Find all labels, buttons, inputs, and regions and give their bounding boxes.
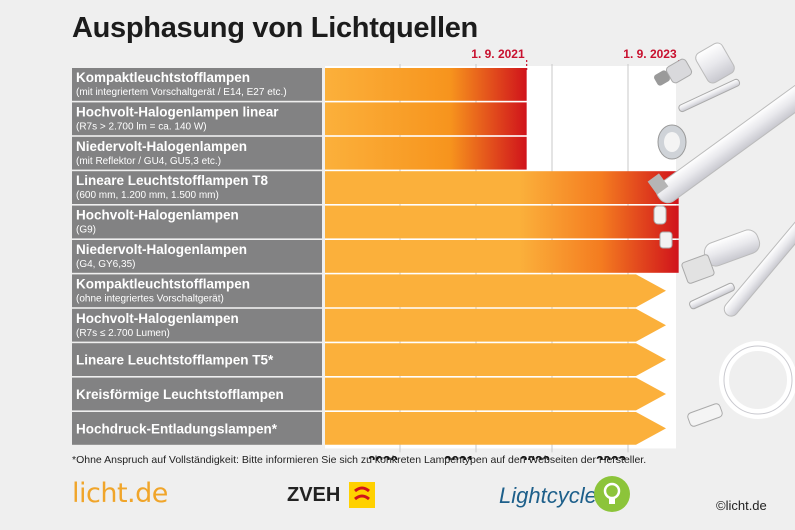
lamp-illustrations xyxy=(647,42,795,427)
zveh-mark-icon xyxy=(349,482,375,508)
lightbulb-icon xyxy=(594,476,630,512)
g4-lamp-icon xyxy=(659,231,673,249)
row-subtitle: (G4, GY6,35) xyxy=(76,259,135,270)
row-label-box xyxy=(72,136,322,170)
phase-bar-continuing xyxy=(325,412,666,445)
row-name: Hochvolt-Halogenlampen linear xyxy=(76,104,279,119)
row-label-box xyxy=(72,171,322,204)
r7s-lamp-icon xyxy=(689,282,735,310)
row-subtitle: (mit Reflektor / GU4, GU5,3 etc.) xyxy=(76,156,221,167)
zveh-logo: ZVEH xyxy=(287,484,341,506)
phase-bar-continuing xyxy=(325,377,666,411)
row-label-box xyxy=(72,343,322,376)
linear-halogen-lamp-icon xyxy=(678,78,741,113)
row-label-box xyxy=(72,377,322,411)
row-subtitle: (ohne integriertes Vorschaltgerät) xyxy=(76,293,224,304)
x-tick-label: 2021 xyxy=(444,453,475,460)
copyright: ©licht.de xyxy=(716,498,767,513)
row-subtitle: (mit integriertem Vorschaltgerät / E14, … xyxy=(76,87,287,98)
page-title: Ausphasung von Lichtquellen xyxy=(72,12,478,44)
row-label-box xyxy=(72,274,322,308)
x-tick-label: 2023 xyxy=(596,453,627,460)
phase-bar-continuing xyxy=(325,343,666,376)
phase-bar-ending xyxy=(325,240,679,273)
row-label-box xyxy=(72,68,322,101)
row-subtitle: (R7s ≤ 2.700 Lumen) xyxy=(76,328,170,339)
t8-tube-icon xyxy=(647,74,795,204)
phase-bar-continuing xyxy=(325,308,666,342)
reflector-halogen-lamp-icon xyxy=(657,124,687,160)
lightcycle-logo: Lightcycle xyxy=(499,483,597,508)
circular-fluorescent-lamp-icon xyxy=(719,341,795,419)
row-name: Kompaktleuchtstofflampen xyxy=(76,276,250,291)
marker-label: 1. 9. 2023 xyxy=(623,47,677,61)
row-subtitle: (600 mm, 1.200 mm, 1.500 mm) xyxy=(76,190,219,201)
phase-bar-ending xyxy=(325,171,679,204)
row-name: Niedervolt-Halogenlampen xyxy=(76,139,247,154)
row-name: Hochdruck-Entladungslampen* xyxy=(76,421,278,436)
row-name: Kreisförmige Leuchtstofflampen xyxy=(76,387,284,402)
hid-lamp-icon xyxy=(687,403,723,427)
licht-de-logo: licht.de xyxy=(72,478,168,509)
row-label-box xyxy=(72,102,322,136)
phase-bar-ending xyxy=(325,68,527,101)
t5-tube-icon xyxy=(723,197,795,317)
phase-bar-ending xyxy=(325,205,679,239)
phase-bar-continuing xyxy=(325,274,666,308)
row-name: Niedervolt-Halogenlampen xyxy=(76,242,247,257)
phase-bar-ending xyxy=(325,136,527,170)
row-label-box xyxy=(72,308,322,342)
row-subtitle: (G9) xyxy=(76,225,96,236)
phase-bar-ending xyxy=(325,102,527,136)
row-name: Lineare Leuchtstofflampen T8 xyxy=(76,173,269,188)
x-tick-label: 2022 xyxy=(520,453,550,460)
g9-lamp-icon xyxy=(653,205,667,225)
compact-fluorescent-lamp-icon xyxy=(654,42,735,86)
footnote: *Ohne Anspruch auf Vollständigkeit: Bitt… xyxy=(72,454,647,466)
row-subtitle: (R7s > 2.700 lm = ca. 140 W) xyxy=(76,121,207,132)
row-name: Lineare Leuchtstofflampen T5* xyxy=(76,353,274,368)
phaseout-chart: Kompaktleuchtstofflampen (mit integrierte… xyxy=(72,42,795,460)
row-name: Hochvolt-Halogenlampen xyxy=(76,311,239,326)
row-name: Kompaktleuchtstofflampen xyxy=(76,70,250,85)
marker-label: 1. 9. 2021 xyxy=(471,47,525,61)
x-tick-label: 2020 xyxy=(368,453,398,460)
row-label-box xyxy=(72,205,322,239)
row-label-box xyxy=(72,412,322,445)
pin-compact-lamp-icon xyxy=(681,229,761,284)
row-label-box xyxy=(72,240,322,273)
row-name: Hochvolt-Halogenlampen xyxy=(76,208,239,223)
